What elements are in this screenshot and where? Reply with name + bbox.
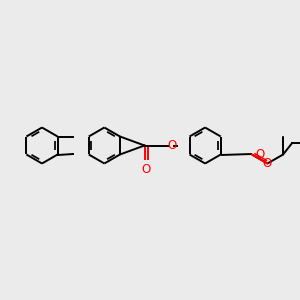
Text: O: O [255, 148, 264, 161]
Text: O: O [167, 139, 177, 152]
Text: O: O [263, 157, 272, 170]
Text: O: O [141, 163, 151, 176]
